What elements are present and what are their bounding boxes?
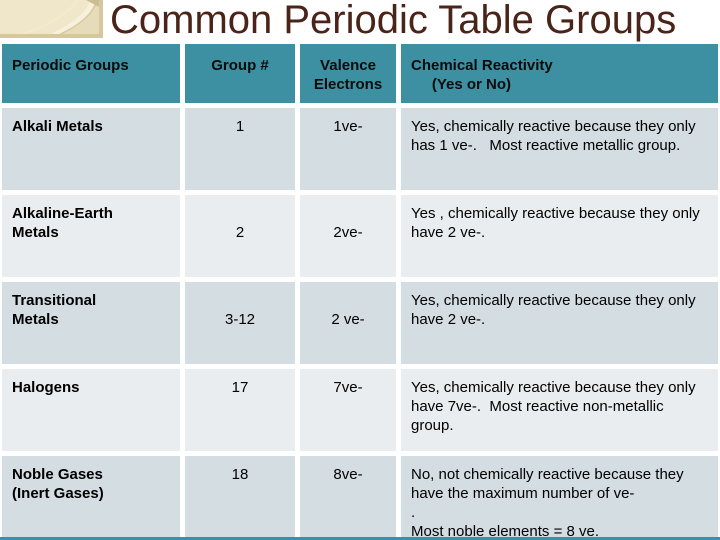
slide-title: Common Periodic Table Groups bbox=[110, 0, 677, 42]
cell-reactivity: Yes, chemically reactive because they on… bbox=[401, 369, 718, 451]
cell-group-number: 3-12 bbox=[185, 282, 295, 364]
cell-valence-electrons: 8ve- bbox=[300, 456, 396, 540]
corner-arc-graphic bbox=[0, 0, 103, 41]
cell-group-name: Halogens bbox=[2, 369, 180, 451]
cell-group-number: 2 bbox=[185, 195, 295, 277]
groups-table: Periodic Groups Group # Valence Electrons C… bbox=[2, 44, 718, 540]
cell-valence-electrons: 2 ve- bbox=[300, 282, 396, 364]
cell-group-number: 1 bbox=[185, 108, 295, 190]
cell-valence-electrons: 2ve- bbox=[300, 195, 396, 277]
column-header-valence-electrons: Valence Electrons bbox=[300, 44, 396, 103]
cell-reactivity: Yes , chemically reactive because they o… bbox=[401, 195, 718, 277]
cell-group-name: Alkaline-Earth Metals bbox=[2, 195, 180, 277]
cell-reactivity: Yes, chemically reactive because they on… bbox=[401, 282, 718, 364]
column-header-group-number: Group # bbox=[185, 44, 295, 103]
cell-group-name: Transitional Metals bbox=[2, 282, 180, 364]
cell-valence-electrons: 7ve- bbox=[300, 369, 396, 451]
column-header-chemical-reactivity: Chemical Reactivity (Yes or No) bbox=[401, 44, 718, 103]
column-header-periodic-groups: Periodic Groups bbox=[2, 44, 180, 103]
cell-valence-electrons: 1ve- bbox=[300, 108, 396, 190]
cell-group-name: Alkali Metals bbox=[2, 108, 180, 190]
corner-decoration bbox=[0, 0, 103, 41]
cell-reactivity: No, not chemically reactive because they… bbox=[401, 456, 718, 540]
cell-group-number: 17 bbox=[185, 369, 295, 451]
bottom-accent-bar bbox=[0, 537, 720, 540]
cell-group-number: 18 bbox=[185, 456, 295, 540]
cell-reactivity: Yes, chemically reactive because they on… bbox=[401, 108, 718, 190]
cell-group-name: Noble Gases (Inert Gases) bbox=[2, 456, 180, 540]
